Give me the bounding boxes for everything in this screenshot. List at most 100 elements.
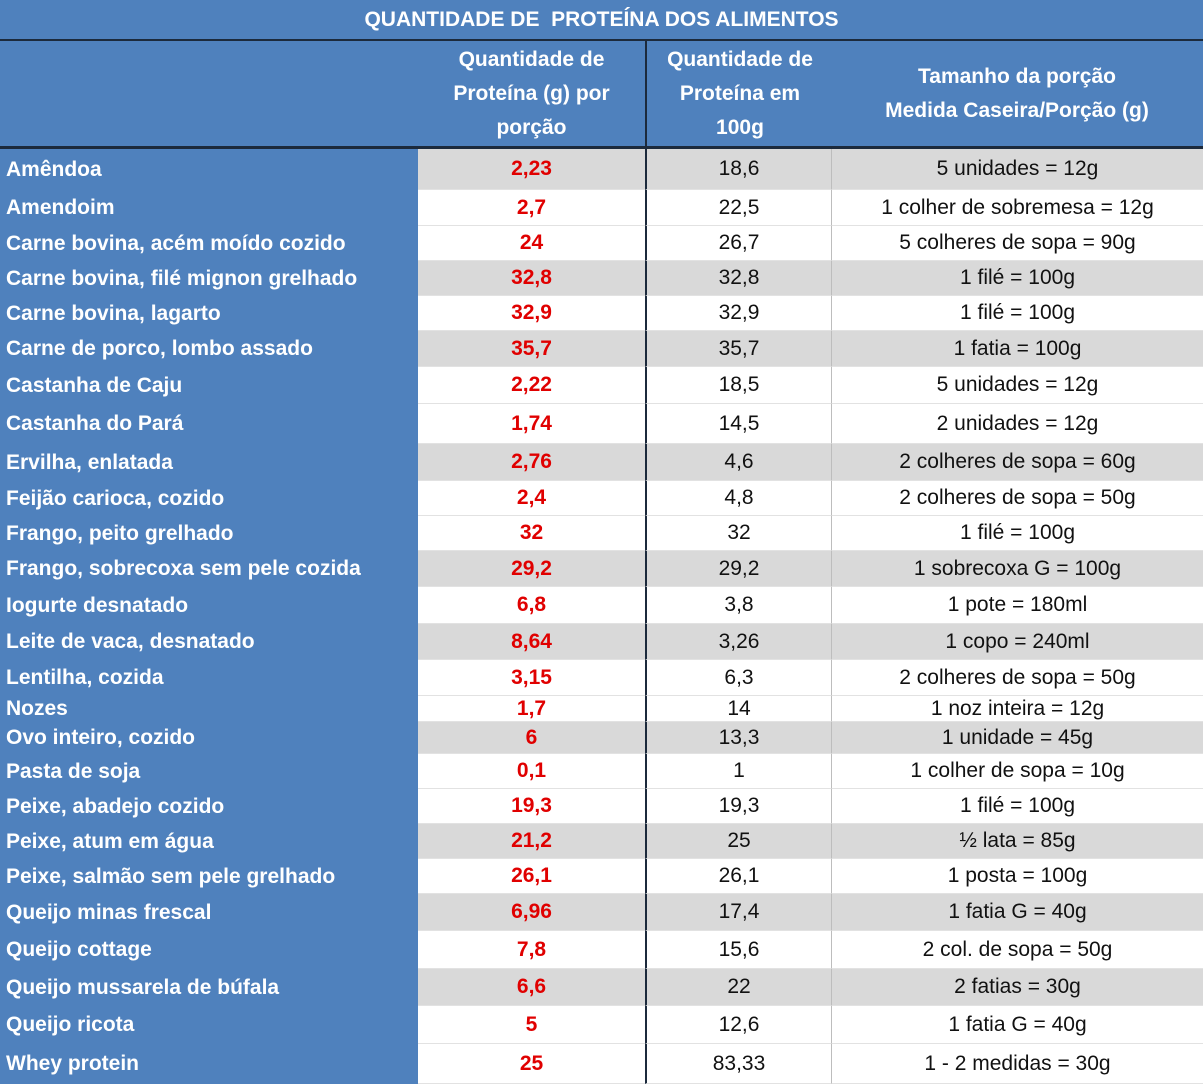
portion-size-cell: 1 unidade = 45g <box>831 722 1203 754</box>
protein-per-100g-cell: 22 <box>645 969 831 1006</box>
protein-per-portion-cell: 32,8 <box>418 261 645 296</box>
table-row: Amendoim 2,7 22,5 1 colher de sobremesa = 1… <box>0 190 1203 226</box>
protein-per-portion-cell: 26,1 <box>418 859 645 894</box>
food-name-cell: Castanha do Pará <box>0 404 418 444</box>
header-protein-per-portion: Quantidade de Proteína (g) por porção <box>453 47 610 139</box>
protein-per-100g-cell: 19,3 <box>645 789 831 824</box>
portion-size-cell: 2 col. de sopa = 50g <box>831 931 1203 969</box>
table-row: Queijo ricota 5 12,6 1 fatia G = 40g <box>0 1006 1203 1044</box>
food-name-cell: Carne bovina, acém moído cozido <box>0 226 418 261</box>
protein-per-100g-cell: 29,2 <box>645 551 831 587</box>
protein-per-portion-cell: 32 <box>418 516 645 551</box>
protein-per-100g-cell: 3,8 <box>645 587 831 624</box>
food-name-cell: Ovo inteiro, cozido <box>0 722 418 754</box>
protein-per-portion-cell: 3,15 <box>418 660 645 696</box>
food-name-cell: Amêndoa <box>0 149 418 190</box>
protein-per-portion-cell: 19,3 <box>418 789 645 824</box>
food-name-cell: Lentilha, cozida <box>0 660 418 696</box>
table-row: Queijo mussarela de búfala 6,6 22 2 fatias … <box>0 969 1203 1006</box>
protein-per-100g-cell: 14,5 <box>645 404 831 444</box>
protein-per-portion-cell: 25 <box>418 1044 645 1084</box>
protein-per-100g-cell: 32 <box>645 516 831 551</box>
portion-size-cell: 1 filé = 100g <box>831 516 1203 551</box>
food-name-cell: Frango, sobrecoxa sem pele cozida <box>0 551 418 587</box>
protein-per-100g-cell: 4,6 <box>645 444 831 481</box>
table-row: Castanha de Caju 2,22 18,5 5 unidades = 12g <box>0 367 1203 404</box>
food-name-cell: Peixe, salmão sem pele grelhado <box>0 859 418 894</box>
food-name-cell: Queijo mussarela de búfala <box>0 969 418 1006</box>
food-name-cell: Queijo cottage <box>0 931 418 969</box>
food-name-cell: Carne bovina, lagarto <box>0 296 418 331</box>
protein-per-100g-cell: 12,6 <box>645 1006 831 1044</box>
table-row: Amêndoa 2,23 18,6 5 unidades = 12g <box>0 149 1203 190</box>
portion-size-cell: 1 colher de sobremesa = 12g <box>831 190 1203 226</box>
food-name-cell: Castanha de Caju <box>0 367 418 404</box>
table-header: Quantidade de Proteína (g) por porção Qu… <box>0 41 1203 149</box>
table-row: Queijo minas frescal 6,96 17,4 1 fatia G = … <box>0 894 1203 931</box>
protein-per-portion-cell: 6,8 <box>418 587 645 624</box>
portion-size-cell: 2 fatias = 30g <box>831 969 1203 1006</box>
portion-size-cell: 5 unidades = 12g <box>831 149 1203 190</box>
protein-per-portion-cell: 2,4 <box>418 481 645 516</box>
protein-per-100g-cell: 13,3 <box>645 722 831 754</box>
food-name-cell: Ervilha, enlatada <box>0 444 418 481</box>
food-name-cell: Carne bovina, filé mignon grelhado <box>0 261 418 296</box>
portion-size-cell: 1 filé = 100g <box>831 261 1203 296</box>
food-name-cell: Amendoim <box>0 190 418 226</box>
table-row: Whey protein 25 83,33 1 - 2 medidas = 30g <box>0 1044 1203 1084</box>
table-row: Lentilha, cozida 3,15 6,3 2 colheres de sop… <box>0 660 1203 696</box>
protein-per-100g-cell: 14 <box>645 696 831 722</box>
protein-per-100g-cell: 18,6 <box>645 149 831 190</box>
protein-per-100g-cell: 3,26 <box>645 624 831 660</box>
protein-per-100g-cell: 35,7 <box>645 331 831 367</box>
portion-size-cell: 1 filé = 100g <box>831 296 1203 331</box>
table-row: Iogurte desnatado 6,8 3,8 1 pote = 180ml <box>0 587 1203 624</box>
protein-per-100g-cell: 6,3 <box>645 660 831 696</box>
protein-per-portion-cell: 6,96 <box>418 894 645 931</box>
portion-size-cell: 1 pote = 180ml <box>831 587 1203 624</box>
table-row: Ovo inteiro, cozido 6 13,3 1 unidade = 45g <box>0 722 1203 754</box>
table-row: Carne bovina, lagarto 32,9 32,9 1 filé = 10… <box>0 296 1203 331</box>
protein-per-portion-cell: 7,8 <box>418 931 645 969</box>
header-portion-size: Tamanho da porção Medida Caseira/Porção … <box>885 64 1149 122</box>
food-name-cell: Nozes <box>0 696 418 722</box>
protein-per-100g-cell: 25 <box>645 824 831 859</box>
protein-per-100g-cell: 15,6 <box>645 931 831 969</box>
table-row: Carne bovina, filé mignon grelhado 32,8 32… <box>0 261 1203 296</box>
portion-size-cell: 5 colheres de sopa = 90g <box>831 226 1203 261</box>
table-row: Peixe, atum em água 21,2 25 ½ lata = 85g <box>0 824 1203 859</box>
protein-per-portion-cell: 0,1 <box>418 754 645 789</box>
food-name-cell: Queijo minas frescal <box>0 894 418 931</box>
header-protein-per-100g: Quantidade de Proteína em 100g <box>645 41 833 146</box>
table-row: Castanha do Pará 1,74 14,5 2 unidades = 12g <box>0 404 1203 444</box>
table-title: QUANTIDADE DE PROTEÍNA DOS ALIMENTOS <box>0 0 1203 41</box>
protein-per-portion-cell: 5 <box>418 1006 645 1044</box>
header-food <box>0 41 418 146</box>
protein-per-portion-cell: 2,7 <box>418 190 645 226</box>
table-row: Frango, sobrecoxa sem pele cozida 29,2 29,… <box>0 551 1203 587</box>
portion-size-cell: 1 posta = 100g <box>831 859 1203 894</box>
food-name-cell: Peixe, atum em água <box>0 824 418 859</box>
portion-size-cell: 1 filé = 100g <box>831 789 1203 824</box>
portion-size-cell: 1 noz inteira = 12g <box>831 696 1203 722</box>
protein-per-portion-cell: 35,7 <box>418 331 645 367</box>
portion-size-cell: 1 sobrecoxa G = 100g <box>831 551 1203 587</box>
protein-per-100g-cell: 4,8 <box>645 481 831 516</box>
table-row: Pasta de soja 0,1 1 1 colher de sopa = 10g <box>0 754 1203 789</box>
portion-size-cell: 1 colher de sopa = 10g <box>831 754 1203 789</box>
protein-per-portion-cell: 32,9 <box>418 296 645 331</box>
portion-size-cell: 1 fatia = 100g <box>831 331 1203 367</box>
protein-per-100g-cell: 1 <box>645 754 831 789</box>
protein-per-100g-cell: 32,8 <box>645 261 831 296</box>
food-name-cell: Carne de porco, lombo assado <box>0 331 418 367</box>
table-row: Ervilha, enlatada 2,76 4,6 2 colheres de so… <box>0 444 1203 481</box>
protein-per-portion-cell: 6,6 <box>418 969 645 1006</box>
protein-per-portion-cell: 6 <box>418 722 645 754</box>
table-row: Carne de porco, lombo assado 35,7 35,7 1 fa… <box>0 331 1203 367</box>
protein-per-100g-cell: 22,5 <box>645 190 831 226</box>
protein-per-portion-cell: 2,22 <box>418 367 645 404</box>
portion-size-cell: ½ lata = 85g <box>831 824 1203 859</box>
table-row: Queijo cottage 7,8 15,6 2 col. de sopa = 50… <box>0 931 1203 969</box>
protein-per-100g-cell: 18,5 <box>645 367 831 404</box>
